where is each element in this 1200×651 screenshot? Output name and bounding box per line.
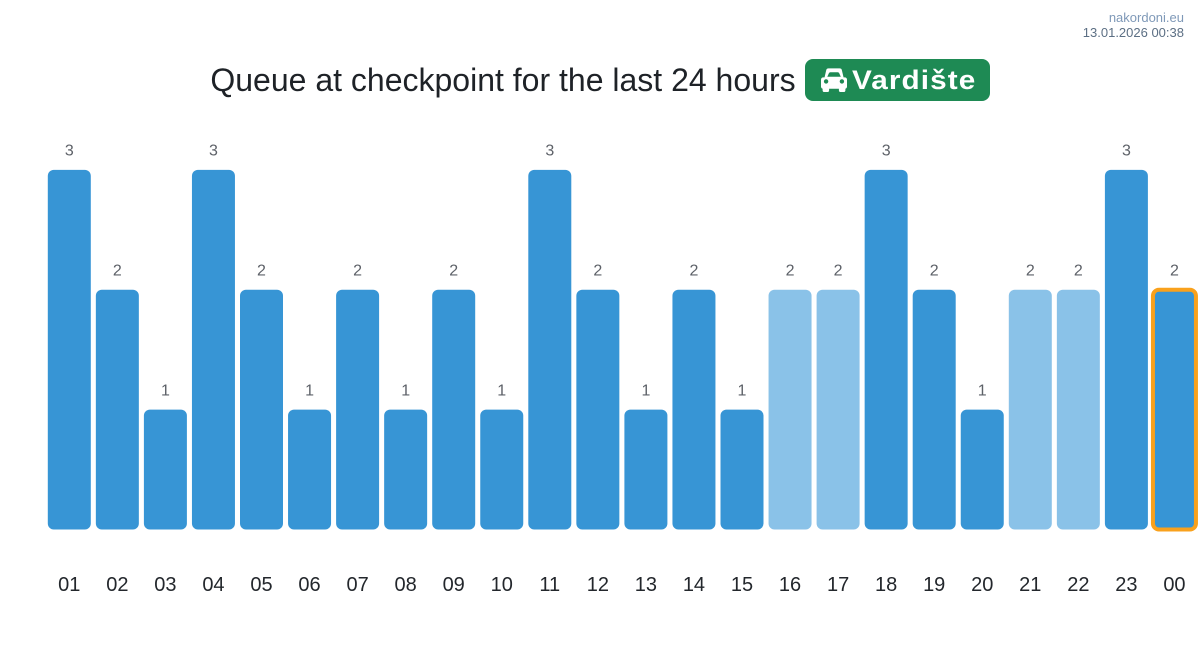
svg-text:2: 2 [1026, 262, 1035, 279]
svg-text:00: 00 [1163, 574, 1185, 596]
svg-text:09: 09 [443, 574, 465, 596]
svg-text:2: 2 [786, 262, 795, 279]
svg-text:14: 14 [683, 574, 705, 596]
svg-text:2: 2 [930, 262, 939, 279]
svg-text:07: 07 [346, 574, 368, 596]
svg-text:3: 3 [882, 143, 891, 160]
svg-text:15: 15 [731, 574, 753, 596]
svg-text:01: 01 [58, 574, 80, 596]
svg-text:2: 2 [593, 262, 602, 279]
svg-text:1: 1 [305, 382, 314, 399]
svg-text:2: 2 [353, 262, 362, 279]
svg-text:11: 11 [539, 574, 560, 596]
svg-text:2: 2 [449, 262, 458, 279]
svg-text:02: 02 [106, 574, 128, 596]
svg-text:3: 3 [65, 143, 74, 160]
svg-text:3: 3 [1122, 143, 1131, 160]
svg-text:16: 16 [779, 574, 801, 596]
svg-text:1: 1 [497, 382, 506, 399]
svg-text:1: 1 [738, 382, 747, 399]
svg-text:3: 3 [545, 143, 554, 160]
svg-text:05: 05 [250, 574, 272, 596]
svg-text:10: 10 [491, 574, 513, 596]
svg-text:1: 1 [641, 382, 650, 399]
svg-text:08: 08 [395, 574, 417, 596]
svg-text:3: 3 [209, 143, 218, 160]
svg-text:12: 12 [587, 574, 609, 596]
svg-text:2: 2 [113, 262, 122, 279]
svg-text:1: 1 [978, 382, 987, 399]
svg-text:23: 23 [1115, 574, 1137, 596]
svg-text:20: 20 [971, 574, 993, 596]
svg-text:21: 21 [1019, 574, 1041, 596]
svg-text:2: 2 [834, 262, 843, 279]
svg-text:17: 17 [827, 574, 849, 596]
svg-text:19: 19 [923, 574, 945, 596]
svg-text:2: 2 [689, 262, 698, 279]
svg-text:22: 22 [1067, 574, 1089, 596]
svg-text:2: 2 [1074, 262, 1083, 279]
svg-text:18: 18 [875, 574, 897, 596]
svg-text:2: 2 [257, 262, 266, 279]
svg-text:06: 06 [298, 574, 320, 596]
svg-text:1: 1 [401, 382, 410, 399]
svg-text:1: 1 [161, 382, 170, 399]
svg-text:03: 03 [154, 574, 176, 596]
svg-text:04: 04 [202, 574, 224, 596]
svg-text:13: 13 [635, 574, 657, 596]
svg-text:2: 2 [1170, 262, 1179, 279]
